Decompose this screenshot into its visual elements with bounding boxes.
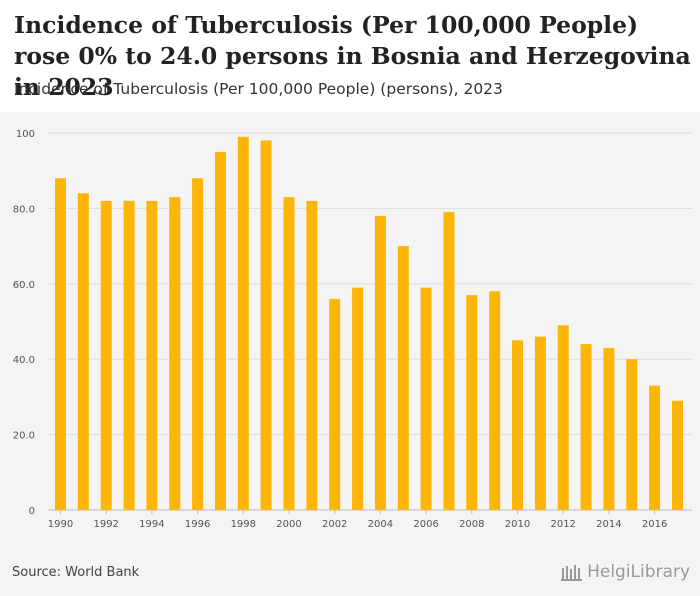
bar-2006[interactable] [420, 287, 432, 510]
x-tick-label: 1996 [185, 519, 210, 530]
y-tick-label: 100 [16, 129, 35, 140]
x-tick-label: 2000 [276, 519, 301, 530]
x-tick-label: 2002 [322, 519, 347, 530]
bar-1997[interactable] [215, 151, 226, 510]
y-tick-label: 20.0 [13, 431, 35, 442]
bar-2008[interactable] [466, 295, 478, 510]
source-text: Source: World Bank [12, 565, 140, 580]
bar-2004[interactable] [374, 215, 386, 510]
bar-1991[interactable] [77, 193, 89, 511]
bar-1999[interactable] [260, 140, 272, 511]
bar-1995[interactable] [169, 197, 181, 510]
x-tick-label: 1998 [231, 519, 256, 530]
bar-1992[interactable] [100, 200, 112, 510]
bar-2005[interactable] [397, 246, 409, 510]
x-tick-label: 1994 [139, 519, 164, 530]
bar-1990[interactable] [55, 178, 66, 510]
x-tick-label: 1990 [48, 519, 73, 530]
x-tick-label: 2006 [413, 519, 438, 530]
x-tick-label: 2010 [505, 519, 530, 530]
bar-2015[interactable] [626, 359, 638, 510]
y-tick-label: 0 [29, 506, 35, 517]
bar-1996[interactable] [192, 178, 204, 510]
bar-2000[interactable] [283, 197, 295, 510]
y-tick-label: 40.0 [13, 355, 35, 366]
bar-1998[interactable] [237, 136, 249, 511]
bar-2017[interactable] [672, 400, 683, 510]
bar-2010[interactable] [512, 340, 523, 510]
x-tick-label: 2004 [368, 519, 393, 530]
chart-title: Incidence of Tuberculosis (Per 100,000 P… [14, 11, 691, 101]
bar-2007[interactable] [443, 212, 455, 510]
library-icon [561, 565, 583, 581]
x-tick-label: 2008 [459, 519, 484, 530]
bar-2016[interactable] [649, 385, 661, 510]
y-tick-label: 60.0 [13, 280, 35, 291]
footer [0, 540, 700, 596]
title-band [0, 0, 700, 112]
bar-2014[interactable] [603, 347, 615, 510]
bar-1993[interactable] [123, 200, 135, 510]
x-tick-label: 1992 [93, 519, 118, 530]
y-tick-label: 80.0 [13, 204, 35, 215]
x-tick-label: 2012 [550, 519, 575, 530]
bar-2002[interactable] [329, 298, 341, 510]
bar-2011[interactable] [534, 336, 546, 510]
bar-chart: 0 20.0 40.0 60.0 80.0 100 1990 1992 1994 1996 1998… [13, 129, 692, 530]
bar-2003[interactable] [352, 287, 364, 510]
bar-2009[interactable] [489, 291, 501, 510]
bar-1994[interactable] [146, 200, 158, 510]
brand-logo[interactable]: HelgiLibrary [561, 562, 690, 582]
x-tick-label: 2016 [642, 519, 667, 530]
brand-name: HelgiLibrary [587, 562, 690, 582]
bar-2013[interactable] [580, 344, 592, 510]
x-tick-label: 2014 [596, 519, 621, 530]
bar-2001[interactable] [306, 200, 318, 510]
chart-subtitle: Incidence of Tuberculosis (Per 100,000 P… [14, 80, 503, 98]
bar-2012[interactable] [557, 325, 569, 510]
